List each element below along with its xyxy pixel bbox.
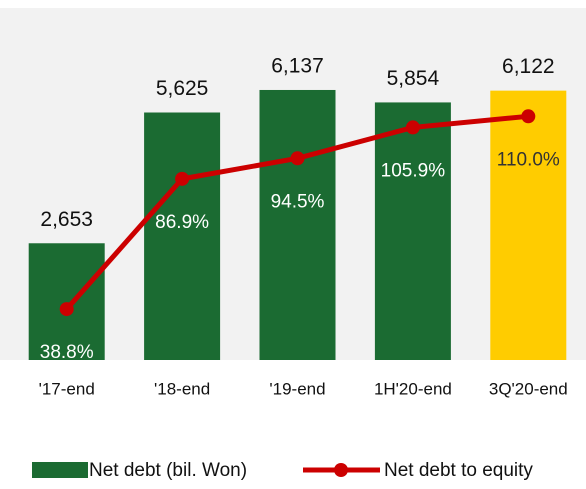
x-tick-label: 3Q'20-end — [489, 379, 568, 398]
bar — [28, 243, 105, 360]
line-value-label: 94.5% — [271, 191, 325, 212]
x-tick-label: '17-end — [39, 379, 95, 398]
line-value-label: 110.0% — [497, 149, 560, 170]
line-marker — [290, 151, 305, 166]
legend-label: Net debt to equity — [384, 460, 533, 481]
line-marker — [175, 171, 190, 186]
x-tick-label: 1H'20-end — [374, 379, 452, 398]
bar-value-label: 6,122 — [502, 55, 555, 78]
x-tick-label: '18-end — [154, 379, 210, 398]
bar — [490, 90, 567, 360]
line-value-label: 86.9% — [155, 212, 209, 233]
legend-label: Net debt (bil. Won) — [89, 460, 247, 481]
bar-value-label: 5,625 — [156, 77, 209, 100]
legend-swatch — [32, 462, 88, 478]
legend-marker — [334, 463, 348, 477]
line-value-label: 38.8% — [40, 342, 94, 363]
bar — [374, 102, 451, 360]
line-marker — [521, 109, 536, 124]
bar-value-label: 5,854 — [387, 67, 440, 90]
bar — [259, 89, 336, 361]
x-tick-label: '19-end — [269, 379, 325, 398]
bar — [144, 112, 221, 360]
bar-value-label: 6,137 — [271, 55, 324, 78]
bar-value-label: 2,653 — [40, 208, 93, 231]
line-marker — [59, 302, 74, 317]
line-marker — [405, 120, 420, 135]
line-value-label: 105.9% — [381, 160, 446, 181]
